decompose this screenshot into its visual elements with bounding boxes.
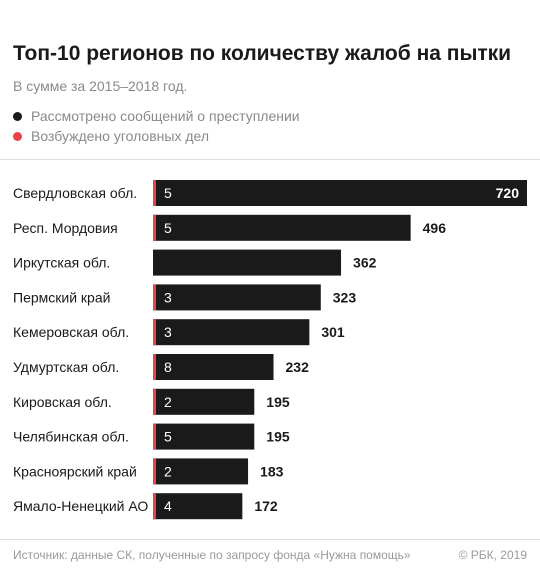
criminal-cases-bar xyxy=(153,284,156,311)
bar xyxy=(153,493,243,520)
criminal-cases-label: 3 xyxy=(164,289,172,305)
value-label: 323 xyxy=(333,289,357,305)
category-label: Удмуртская обл. xyxy=(13,359,119,375)
value-label: 195 xyxy=(266,394,290,410)
criminal-cases-label: 4 xyxy=(164,498,172,514)
value-label: 172 xyxy=(254,498,278,514)
legend-swatch-red-dot-icon xyxy=(13,131,22,141)
criminal-cases-label: 5 xyxy=(164,185,172,201)
chart-subtitle: В сумме за 2015–2018 год. xyxy=(13,78,188,94)
criminal-cases-bar xyxy=(153,423,156,450)
criminal-cases-bar xyxy=(153,493,156,520)
bar xyxy=(153,284,321,311)
value-label: 183 xyxy=(260,463,284,479)
criminal-cases-bar xyxy=(153,214,156,241)
value-label: 301 xyxy=(321,324,345,340)
criminal-cases-bar xyxy=(153,458,156,485)
value-label: 362 xyxy=(353,255,377,271)
criminal-cases-bar xyxy=(153,388,156,415)
category-label: Кемеровская обл. xyxy=(13,324,129,340)
criminal-cases-label: 8 xyxy=(164,359,172,375)
criminal-cases-bar xyxy=(153,354,156,380)
bar xyxy=(153,180,527,206)
criminal-cases-label: 2 xyxy=(164,463,172,479)
chart-title: Топ-10 регионов по количеству жалоб на п… xyxy=(13,42,512,65)
category-label: Свердловская обл. xyxy=(13,185,137,201)
value-label: 496 xyxy=(423,220,447,236)
top-divider xyxy=(0,159,540,160)
bar xyxy=(153,354,274,380)
category-label: Кировская обл. xyxy=(13,394,112,410)
legend-label-cases: Возбуждено уголовных дел xyxy=(31,128,209,144)
bar xyxy=(153,319,310,346)
legend-label-reviewed: Рассмотрено сообщений о преступлении xyxy=(31,108,300,124)
category-label: Красноярский край xyxy=(13,463,137,479)
category-label: Челябинская обл. xyxy=(13,429,129,445)
category-label: Иркутская обл. xyxy=(13,255,110,271)
category-label: Ямало-Ненецкий АО xyxy=(13,498,148,514)
source-note: Источник: данные СК, полученные по запро… xyxy=(13,548,411,562)
bar xyxy=(153,458,249,485)
bar xyxy=(153,214,411,241)
value-label: 720 xyxy=(496,185,520,201)
bar-chart: Свердловская обл. 5 720 Респ. Мордовия 5 496 И… xyxy=(13,180,527,520)
value-label: 232 xyxy=(286,359,310,375)
legend-item-reviewed: Рассмотрено сообщений о преступлении xyxy=(13,106,300,126)
copyright: © РБК, 2019 xyxy=(458,548,527,562)
legend: Рассмотрено сообщений о преступлении Воз… xyxy=(13,106,300,146)
bar xyxy=(153,249,342,276)
bottom-divider xyxy=(0,539,540,540)
value-label: 195 xyxy=(266,429,290,445)
criminal-cases-bar xyxy=(153,180,156,206)
bar xyxy=(153,423,255,450)
criminal-cases-label: 3 xyxy=(164,324,172,340)
category-label: Пермский край xyxy=(13,289,110,305)
legend-swatch-black-dot-icon xyxy=(13,111,22,121)
criminal-cases-label: 5 xyxy=(164,220,172,236)
legend-item-cases: Возбуждено уголовных дел xyxy=(13,126,300,146)
category-label: Респ. Мордовия xyxy=(13,220,118,236)
bar xyxy=(153,388,255,415)
criminal-cases-bar xyxy=(153,319,156,346)
criminal-cases-label: 2 xyxy=(164,394,172,410)
criminal-cases-label: 5 xyxy=(164,429,172,445)
